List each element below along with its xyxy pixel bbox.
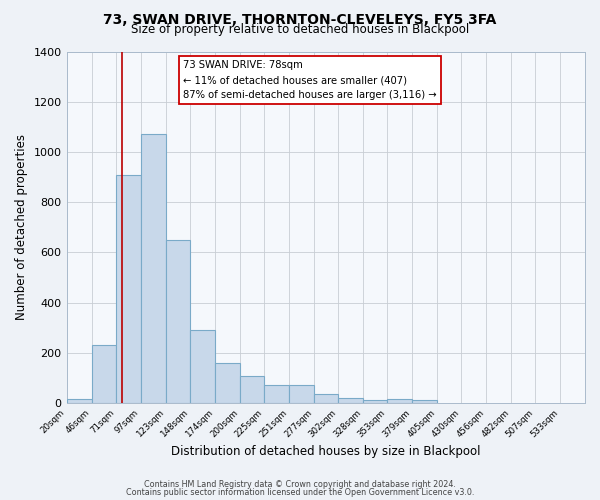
Text: Contains HM Land Registry data © Crown copyright and database right 2024.: Contains HM Land Registry data © Crown c… bbox=[144, 480, 456, 489]
Bar bbox=[314, 394, 338, 403]
Bar bbox=[363, 400, 387, 403]
Bar bbox=[338, 398, 363, 403]
Text: Size of property relative to detached houses in Blackpool: Size of property relative to detached ho… bbox=[131, 22, 469, 36]
Text: 73 SWAN DRIVE: 78sqm
← 11% of detached houses are smaller (407)
87% of semi-deta: 73 SWAN DRIVE: 78sqm ← 11% of detached h… bbox=[183, 60, 437, 100]
Bar bbox=[67, 400, 92, 403]
X-axis label: Distribution of detached houses by size in Blackpool: Distribution of detached houses by size … bbox=[171, 444, 481, 458]
Bar bbox=[239, 376, 264, 403]
Bar bbox=[140, 134, 166, 403]
Y-axis label: Number of detached properties: Number of detached properties bbox=[15, 134, 28, 320]
Bar bbox=[215, 363, 239, 403]
Bar bbox=[264, 386, 289, 403]
Bar bbox=[190, 330, 215, 403]
Text: 73, SWAN DRIVE, THORNTON-CLEVELEYS, FY5 3FA: 73, SWAN DRIVE, THORNTON-CLEVELEYS, FY5 … bbox=[103, 12, 497, 26]
Bar bbox=[92, 346, 116, 403]
Bar bbox=[166, 240, 190, 403]
Bar bbox=[116, 174, 140, 403]
Bar bbox=[289, 386, 314, 403]
Bar bbox=[387, 400, 412, 403]
Text: Contains public sector information licensed under the Open Government Licence v3: Contains public sector information licen… bbox=[126, 488, 474, 497]
Bar bbox=[412, 400, 437, 403]
